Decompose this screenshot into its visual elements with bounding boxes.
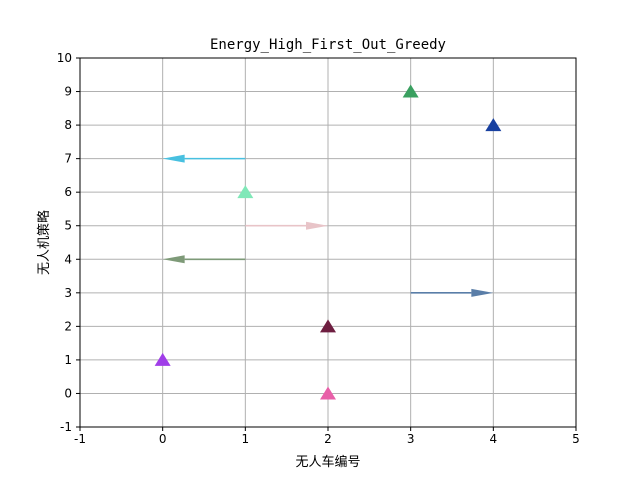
arrow-head bbox=[237, 185, 254, 199]
y-tick-label: 10 bbox=[57, 51, 72, 65]
y-tick-label: 5 bbox=[64, 219, 72, 233]
arrow-head bbox=[320, 319, 336, 333]
quiver-arrow bbox=[402, 84, 419, 98]
arrow-head bbox=[162, 154, 185, 163]
quiver-arrow bbox=[237, 185, 254, 199]
x-tick-label: -1 bbox=[74, 432, 86, 446]
arrow-head bbox=[471, 288, 494, 297]
x-tick-label: 5 bbox=[572, 432, 580, 446]
chart-title: Energy_High_First_Out_Greedy bbox=[210, 37, 446, 53]
quiver-arrow bbox=[154, 352, 171, 366]
quiver-arrow bbox=[320, 319, 336, 333]
y-tick-label: -1 bbox=[60, 420, 72, 434]
quiver-arrow bbox=[245, 221, 328, 230]
quiver-arrow bbox=[162, 255, 246, 264]
arrow-head bbox=[154, 352, 171, 366]
y-tick-label: 2 bbox=[64, 319, 72, 333]
y-axis-label: 无人机策略 bbox=[36, 210, 52, 275]
x-tick-label: 0 bbox=[159, 432, 167, 446]
y-tick-label: 8 bbox=[64, 118, 72, 132]
y-tick-label: 3 bbox=[64, 286, 72, 300]
arrow-layer bbox=[154, 84, 502, 400]
x-tick-label: 4 bbox=[490, 432, 498, 446]
y-tick-label: 9 bbox=[64, 85, 72, 99]
x-tick-label: 3 bbox=[407, 432, 415, 446]
x-tick-label: 1 bbox=[242, 432, 250, 446]
arrow-head bbox=[162, 255, 185, 264]
y-tick-label: 4 bbox=[64, 252, 72, 266]
y-tick-label: 1 bbox=[64, 353, 72, 367]
arrow-head bbox=[402, 84, 419, 98]
tick-layer: -1 0 1 2 3 4 5 -1 0 1 2 3 4 5 6 7 8 9 10 bbox=[57, 51, 580, 446]
quiver-arrow bbox=[162, 154, 246, 163]
quiver-arrow bbox=[410, 288, 494, 297]
arrow-head bbox=[320, 386, 336, 400]
arrow-head bbox=[306, 221, 328, 230]
y-tick-label: 7 bbox=[64, 152, 72, 166]
quiver-arrow bbox=[485, 118, 502, 132]
x-axis-label: 无人车编号 bbox=[295, 454, 360, 470]
y-tick-label: 0 bbox=[64, 386, 72, 400]
x-tick-label: 2 bbox=[324, 432, 332, 446]
arrow-head bbox=[485, 118, 502, 132]
quiver-arrow bbox=[320, 386, 336, 400]
y-tick-label: 6 bbox=[64, 185, 72, 199]
